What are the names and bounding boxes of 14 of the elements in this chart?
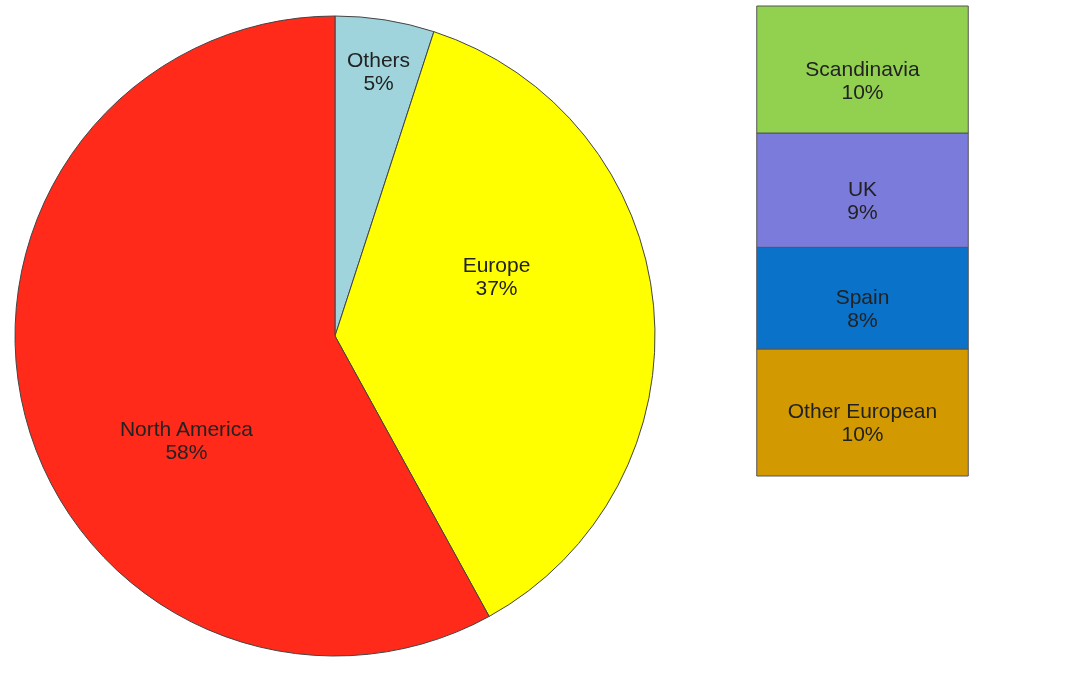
data-label: 8%	[847, 308, 878, 332]
series-label: Scandinavia	[805, 56, 921, 80]
data-label: 10%	[841, 422, 884, 446]
slice-label: North America	[119, 417, 254, 441]
series-label: Spain	[835, 285, 890, 309]
series-label: UK	[847, 177, 878, 201]
slice-label: Europe	[462, 253, 531, 277]
data-label: 37%	[475, 276, 518, 300]
data-label: 10%	[841, 79, 884, 103]
data-label: 9%	[847, 200, 878, 224]
data-label: 5%	[363, 71, 394, 95]
data-label: 58%	[165, 440, 208, 464]
slice-label: Others	[347, 48, 411, 72]
series-label: Other European	[787, 399, 938, 423]
